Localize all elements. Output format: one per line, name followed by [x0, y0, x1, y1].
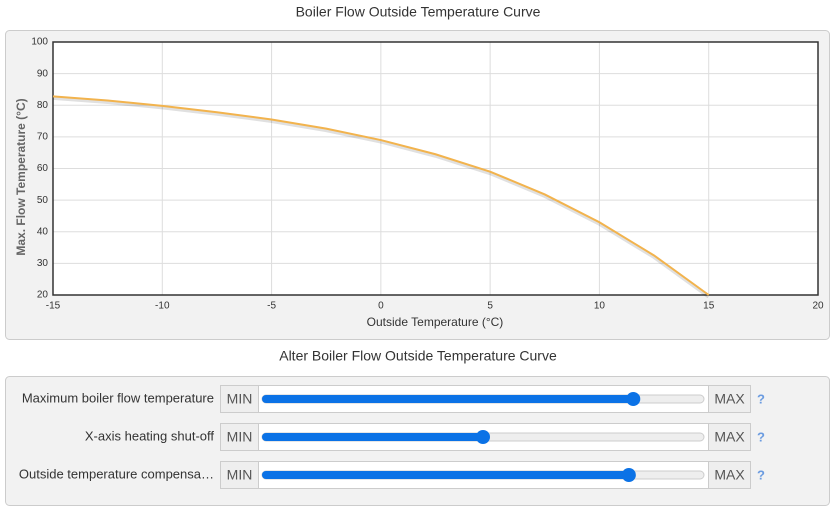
controls: Maximum boiler flow temperature MIN MAX ? X-… — [19, 385, 765, 489]
x-axis-label: Outside Temperature (°C) — [367, 315, 504, 329]
min-box — [220, 385, 259, 413]
slider-thumb[interactable] — [621, 468, 636, 482]
min-label: MIN — [227, 391, 253, 407]
min-label: MIN — [227, 467, 253, 483]
plot-border — [52, 41, 819, 296]
y-axis-label: Max. Flow Temperature (°C) — [14, 98, 28, 255]
max-box — [708, 461, 751, 489]
plot: 20 30 40 50 60 70 80 90 100 -15 -10 -5 0 5 10 15 20 — [31, 37, 824, 312]
slider-label: X-axis heating shut-off — [85, 428, 214, 443]
slider-fill — [262, 395, 634, 403]
min-box — [220, 461, 259, 489]
x-tick-label: 0 — [378, 301, 384, 312]
min-label: MIN — [227, 429, 253, 445]
line — [52, 95, 710, 296]
x-tick-label: -5 — [267, 301, 276, 312]
y-tick-label: 40 — [37, 226, 49, 237]
max-box — [708, 385, 751, 413]
max-label: MAX — [714, 467, 745, 483]
min-box — [220, 423, 259, 451]
x-tick-label: 15 — [703, 301, 715, 312]
x-tick-label: 20 — [812, 301, 824, 312]
slider-fill — [262, 471, 629, 479]
line-shadow — [52, 95, 710, 299]
y-tick-label: 50 — [37, 195, 49, 206]
max-label: MAX — [714, 391, 745, 407]
y-tick-label: 30 — [37, 258, 49, 269]
chart-title: Boiler Flow Outside Temperature Curve — [296, 4, 541, 20]
slider-thumb[interactable] — [626, 392, 641, 406]
help-icon[interactable]: ? — [757, 467, 765, 482]
y-tick-label: 100 — [31, 37, 48, 48]
help-icon[interactable]: ? — [757, 429, 765, 444]
y-tick-label: 20 — [37, 290, 49, 301]
y-tick-label: 70 — [37, 132, 49, 143]
x-tick-label: 5 — [487, 301, 493, 312]
x-tick-label: -10 — [155, 301, 170, 312]
max-box — [708, 423, 751, 451]
slider-thumb[interactable] — [476, 430, 490, 444]
slider-label: Outside temperature compensa… — [19, 466, 214, 481]
max-label: MAX — [714, 429, 745, 445]
y-tick-label: 80 — [37, 100, 49, 111]
slider-label: Maximum boiler flow temperature — [22, 390, 214, 405]
x-tick-label: 10 — [594, 301, 606, 312]
y-tick-label: 90 — [37, 68, 49, 79]
slider-fill — [262, 433, 483, 441]
y-tick-label: 60 — [37, 163, 49, 174]
x-tick-label: -15 — [46, 301, 61, 312]
help-icon[interactable]: ? — [757, 391, 765, 406]
controls-title: Alter Boiler Flow Outside Temperature Cu… — [279, 348, 557, 364]
